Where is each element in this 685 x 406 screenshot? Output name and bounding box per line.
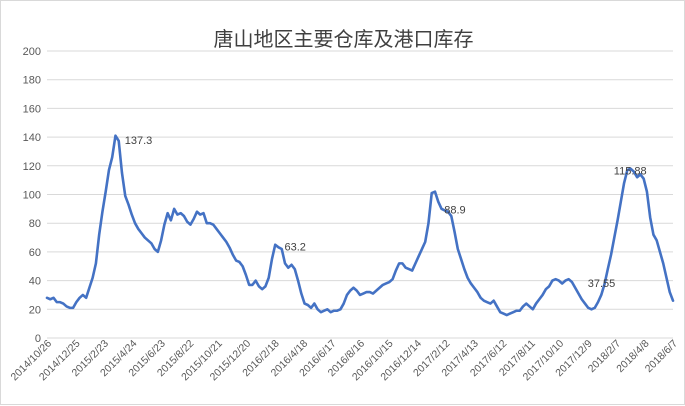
data-label: 63.2 [284,241,305,253]
y-tick-label: 20 [29,304,41,316]
y-tick-label: 60 [29,247,41,259]
data-label: 137.3 [125,135,153,147]
y-tick-label: 120 [23,161,41,173]
data-label: 115.88 [614,166,647,178]
data-label: 37.55 [588,278,616,290]
data-label: 88.9 [444,204,465,216]
series-line [45,134,675,317]
y-tick-label: 180 [23,75,41,87]
y-tick-label: 0 [35,333,41,345]
y-tick-label: 160 [23,103,41,115]
y-tick-label: 40 [29,276,41,288]
y-tick-label: 80 [29,218,41,230]
y-tick-label: 140 [23,132,41,144]
y-tick-label: 100 [23,190,41,202]
chart-title: 唐山地区主要仓库及港口库存 [213,27,474,51]
y-tick-label: 200 [23,46,41,58]
